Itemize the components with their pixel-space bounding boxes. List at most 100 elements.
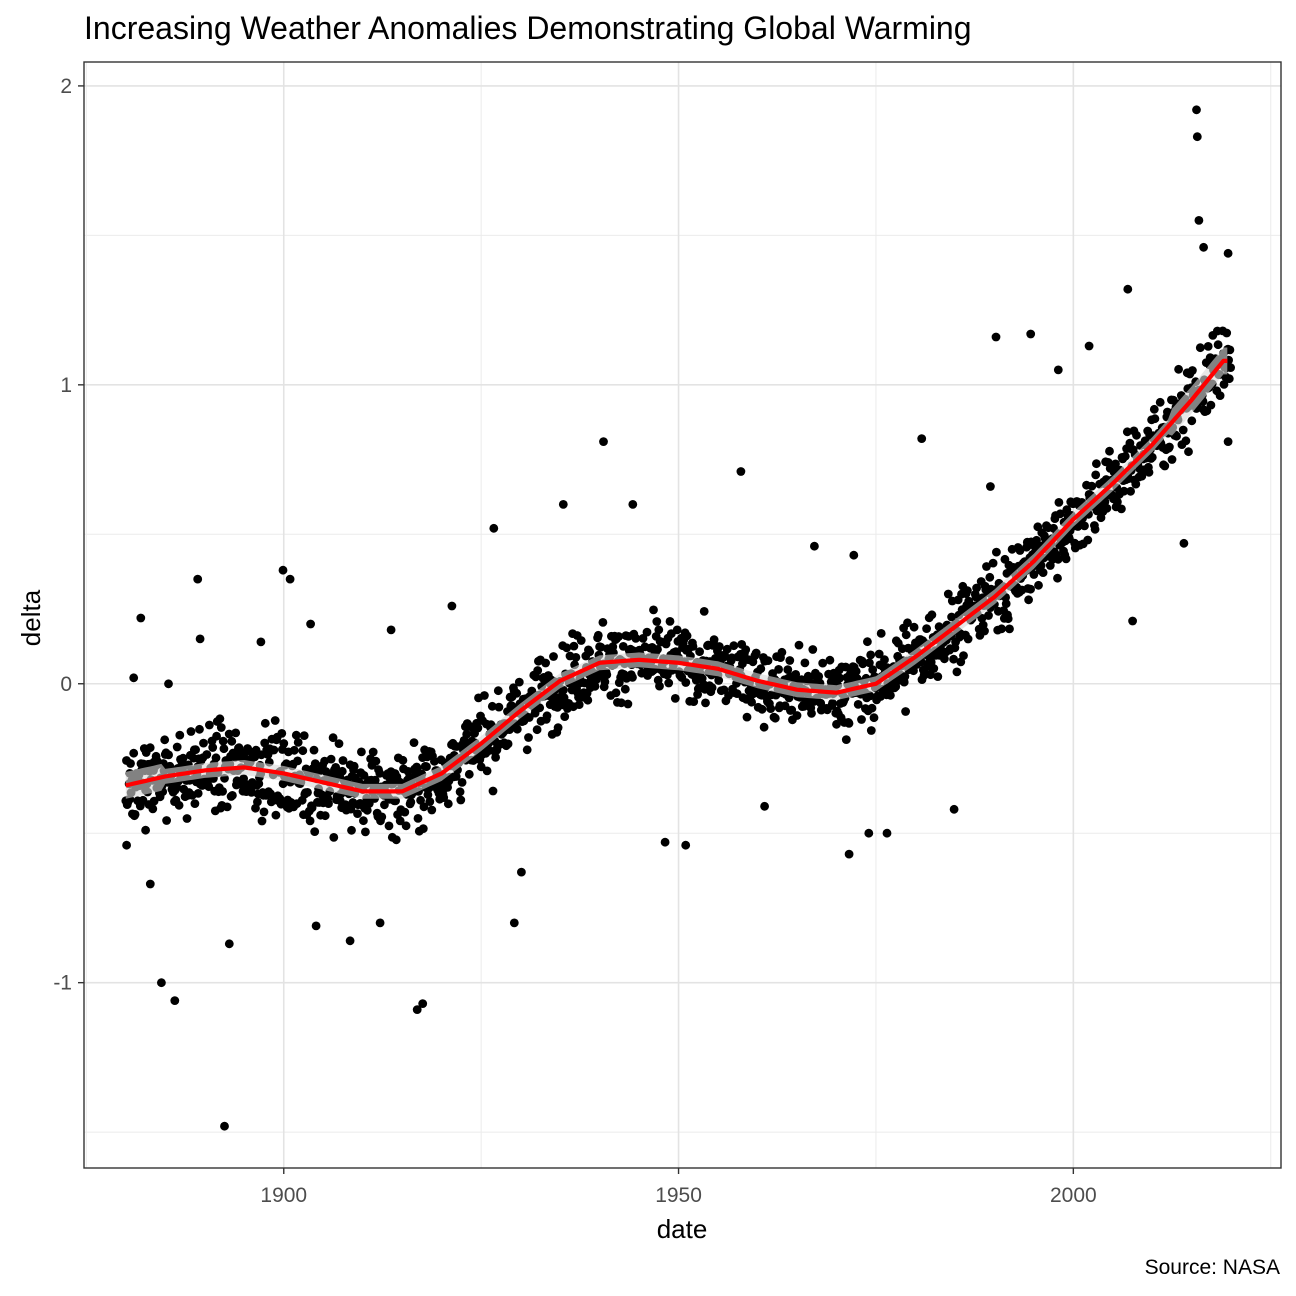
- data-point: [1188, 366, 1197, 375]
- data-point: [1172, 431, 1181, 441]
- data-point: [576, 636, 586, 645]
- data-point: [707, 683, 717, 693]
- data-point: [814, 672, 824, 681]
- data-point: [309, 745, 319, 755]
- data-point: [413, 814, 423, 823]
- data-point: [338, 756, 348, 765]
- data-point: [384, 821, 394, 831]
- data-point: [714, 676, 724, 685]
- data-point: [375, 768, 385, 778]
- data-point: [985, 572, 995, 582]
- data-point: [509, 918, 519, 928]
- data-point: [462, 729, 472, 739]
- data-point: [487, 701, 497, 711]
- data-point: [909, 622, 919, 632]
- data-point: [305, 816, 315, 826]
- data-point: [868, 665, 878, 675]
- data-point: [599, 437, 608, 446]
- data-point: [553, 723, 563, 732]
- data-point: [672, 625, 682, 635]
- x-axis-label: date: [657, 1214, 708, 1244]
- data-point: [982, 562, 991, 571]
- data-point: [480, 691, 489, 700]
- data-point: [571, 653, 581, 662]
- data-point: [688, 642, 698, 651]
- data-point: [293, 738, 303, 747]
- data-point: [1029, 570, 1039, 579]
- data-point: [1061, 554, 1071, 564]
- data-point: [835, 673, 845, 683]
- data-point: [808, 645, 818, 654]
- minor-grid: [84, 62, 1281, 1168]
- data-point: [215, 714, 225, 724]
- data-point: [211, 753, 221, 763]
- data-point: [869, 713, 879, 723]
- data-point: [409, 738, 419, 747]
- data-point: [1150, 414, 1160, 424]
- data-point: [136, 613, 146, 623]
- data-point: [794, 640, 804, 650]
- data-point: [922, 624, 931, 633]
- data-point: [368, 747, 378, 757]
- data-point: [148, 804, 158, 814]
- data-point: [227, 736, 237, 746]
- data-point: [359, 816, 368, 826]
- data-point: [1165, 442, 1174, 452]
- data-point: [482, 766, 492, 776]
- chart-title: Increasing Weather Anomalies Demonstrati…: [84, 10, 972, 46]
- data-point: [1181, 436, 1191, 446]
- data-point: [1224, 374, 1234, 384]
- data-point: [1026, 329, 1036, 339]
- data-point: [337, 766, 347, 776]
- data-point: [191, 745, 201, 755]
- data-point: [791, 670, 801, 679]
- data-point: [867, 703, 877, 713]
- data-point: [289, 745, 299, 755]
- confidence-band: [125, 347, 1228, 799]
- data-point: [959, 651, 968, 660]
- data-point: [357, 747, 366, 757]
- data-point: [178, 753, 188, 763]
- data-point: [1226, 363, 1235, 372]
- x-tick-label: 1900: [260, 1184, 307, 1207]
- data-point: [353, 809, 362, 818]
- y-tick-label: 1: [60, 374, 72, 397]
- data-point: [631, 634, 641, 643]
- data-point: [416, 795, 425, 805]
- data-point: [947, 612, 956, 622]
- data-point: [1179, 538, 1189, 548]
- data-point: [1215, 391, 1225, 400]
- data-point: [756, 664, 766, 674]
- data-point: [259, 807, 269, 817]
- data-point: [439, 793, 449, 802]
- data-point: [620, 684, 630, 694]
- data-point: [760, 801, 769, 811]
- data-point: [443, 799, 453, 809]
- data-point: [1053, 573, 1062, 583]
- data-point: [427, 805, 437, 815]
- data-point: [787, 705, 797, 715]
- data-point: [1132, 430, 1141, 440]
- data-point: [141, 825, 151, 835]
- data-point: [1001, 599, 1011, 609]
- data-point: [851, 666, 861, 676]
- data-point: [532, 725, 542, 735]
- data-point: [792, 711, 802, 720]
- y-tick-label: 0: [60, 673, 72, 696]
- data-point: [533, 666, 543, 675]
- data-point: [256, 637, 266, 647]
- data-point: [984, 611, 993, 620]
- data-point: [380, 800, 389, 810]
- data-point: [917, 434, 927, 443]
- data-point: [562, 643, 572, 653]
- data-point: [560, 712, 570, 721]
- data-point: [583, 695, 593, 705]
- data-point: [653, 645, 662, 654]
- data-point: [1053, 365, 1063, 375]
- smooth-trend: [125, 347, 1228, 799]
- data-point: [193, 574, 203, 584]
- data-point: [1092, 459, 1101, 469]
- data-point: [649, 605, 658, 615]
- data-point: [347, 825, 356, 835]
- data-point: [1147, 452, 1157, 462]
